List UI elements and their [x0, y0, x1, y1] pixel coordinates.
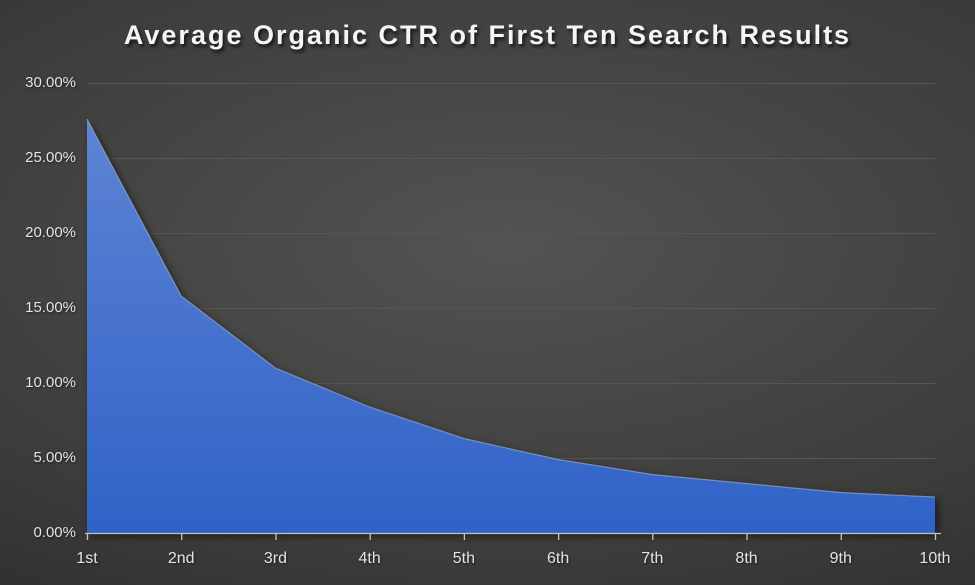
x-axis-tick-label: 7th — [641, 550, 664, 567]
x-axis-tick-label: 10th — [919, 550, 951, 567]
y-axis-tick-label: 15.00% — [25, 299, 76, 316]
x-axis-tick-label: 5th — [452, 550, 475, 567]
y-axis-tick-label: 5.00% — [33, 449, 76, 466]
y-axis-tick-label: 0.00% — [33, 524, 76, 541]
x-axis-tick-label: 8th — [735, 550, 758, 567]
y-axis-tick-label: 20.00% — [25, 224, 76, 241]
y-axis-tick-label: 25.00% — [25, 149, 76, 166]
x-axis-tick-label: 6th — [546, 550, 570, 567]
x-axis-tick-label: 1st — [76, 550, 98, 567]
area-series-group — [86, 118, 936, 533]
area-top-edge — [86, 118, 936, 498]
chart-title: Average Organic CTR of First Ten Search … — [123, 20, 852, 50]
y-axis-tick-label: 10.00% — [25, 374, 76, 391]
x-axis-tick-label: 9th — [829, 550, 852, 567]
x-axis-group — [85, 532, 941, 540]
ctr-area-series — [87, 119, 935, 533]
x-axis-tick-label: 3rd — [263, 550, 287, 567]
y-axis-tick-label: 30.00% — [25, 74, 76, 91]
x-axis-tick-label: 2nd — [167, 550, 195, 567]
x-axis-tick-label: 4th — [358, 550, 381, 567]
